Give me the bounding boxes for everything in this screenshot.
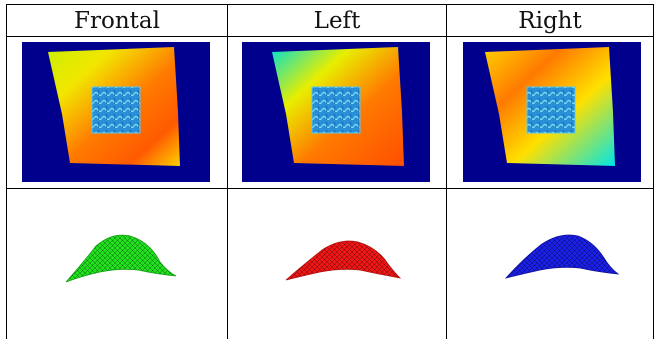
- table-col-divider-1: [227, 4, 228, 339]
- table-right-border: [653, 4, 654, 339]
- mesh-frontal: [60, 228, 180, 286]
- depth-map-right: [463, 42, 641, 182]
- mesh-shape-frontal: [65, 234, 177, 283]
- table-col-divider-2: [446, 4, 447, 339]
- column-header-left: Left: [313, 8, 361, 34]
- table-row-divider: [6, 188, 654, 189]
- table-left-border: [6, 4, 7, 339]
- depth-map-left: [242, 42, 430, 182]
- mesh-left: [282, 232, 402, 284]
- mesh-shape-left: [285, 240, 402, 281]
- texture-patch-frontal: [91, 86, 141, 134]
- texture-patch-left: [311, 86, 361, 134]
- texture-patch-right: [526, 86, 576, 134]
- column-header-frontal: Frontal: [74, 8, 160, 34]
- column-header-right: Right: [518, 8, 582, 34]
- mesh-right: [502, 228, 620, 284]
- mesh-shape-right: [504, 234, 620, 279]
- depth-map-frontal: [22, 42, 210, 182]
- table-header-divider: [6, 36, 654, 37]
- table-top-border: [6, 4, 654, 5]
